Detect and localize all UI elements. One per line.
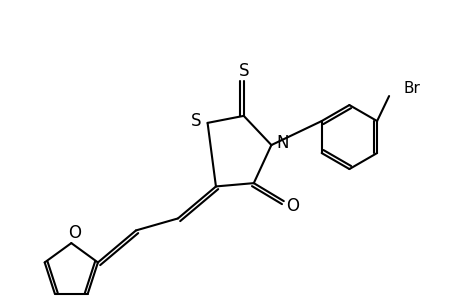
Text: Br: Br: [402, 81, 419, 96]
Text: S: S: [191, 112, 202, 130]
Text: N: N: [275, 134, 288, 152]
Text: O: O: [67, 224, 81, 242]
Text: S: S: [238, 62, 248, 80]
Text: O: O: [285, 197, 299, 215]
